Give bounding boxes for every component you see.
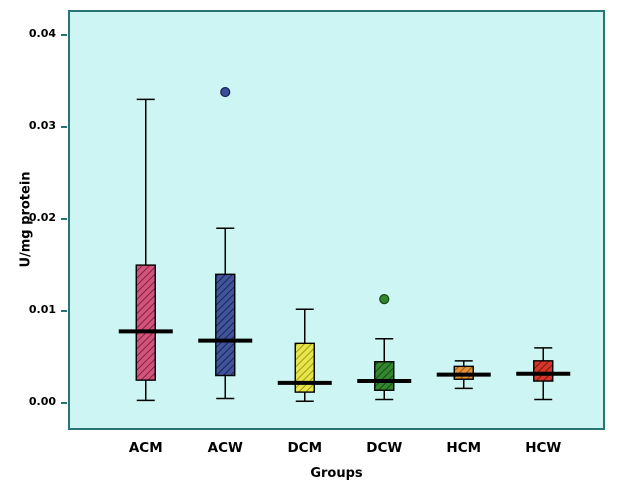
x-tick-label-DCW: DCW	[366, 440, 403, 456]
box-ACM	[118, 98, 173, 402]
y-tick-label: 0.04	[28, 27, 56, 40]
x-tick-label-HCM: HCM	[446, 440, 482, 456]
x-tick-label-ACM: ACM	[128, 440, 163, 456]
y-axis-title: U/mg protein	[18, 171, 34, 268]
outlier-DCW	[379, 294, 390, 305]
x-axis-title: Groups	[310, 466, 363, 481]
y-tick-mark	[61, 218, 67, 221]
y-tick-mark	[61, 34, 67, 36]
iqr-box-DCM	[294, 342, 315, 393]
y-tick-mark	[61, 310, 67, 313]
y-tick-mark	[61, 126, 67, 129]
iqr-box-ACM	[135, 264, 156, 381]
box-ACW	[198, 86, 253, 400]
iqr-box-ACW	[215, 273, 236, 377]
x-tick-label-HCW: HCW	[525, 440, 562, 456]
iqr-box-DCW	[374, 361, 395, 391]
y-tick-label: 0.00	[28, 395, 56, 409]
outlier-ACW	[220, 86, 231, 98]
x-tick-label-DCM: DCM	[287, 440, 323, 456]
box-DCM	[277, 308, 332, 403]
boxplot-canvas	[118, 86, 571, 403]
x-tick-label-ACW: ACW	[207, 440, 243, 456]
plot-area	[68, 10, 605, 430]
iqr-box-HCW	[533, 360, 554, 382]
y-tick-label: 0.03	[28, 119, 56, 133]
box-DCW	[357, 294, 412, 401]
box-HCM	[436, 360, 491, 390]
y-tick-mark	[61, 402, 67, 405]
box-HCW	[516, 347, 571, 401]
y-tick-label: 0.01	[28, 303, 56, 317]
